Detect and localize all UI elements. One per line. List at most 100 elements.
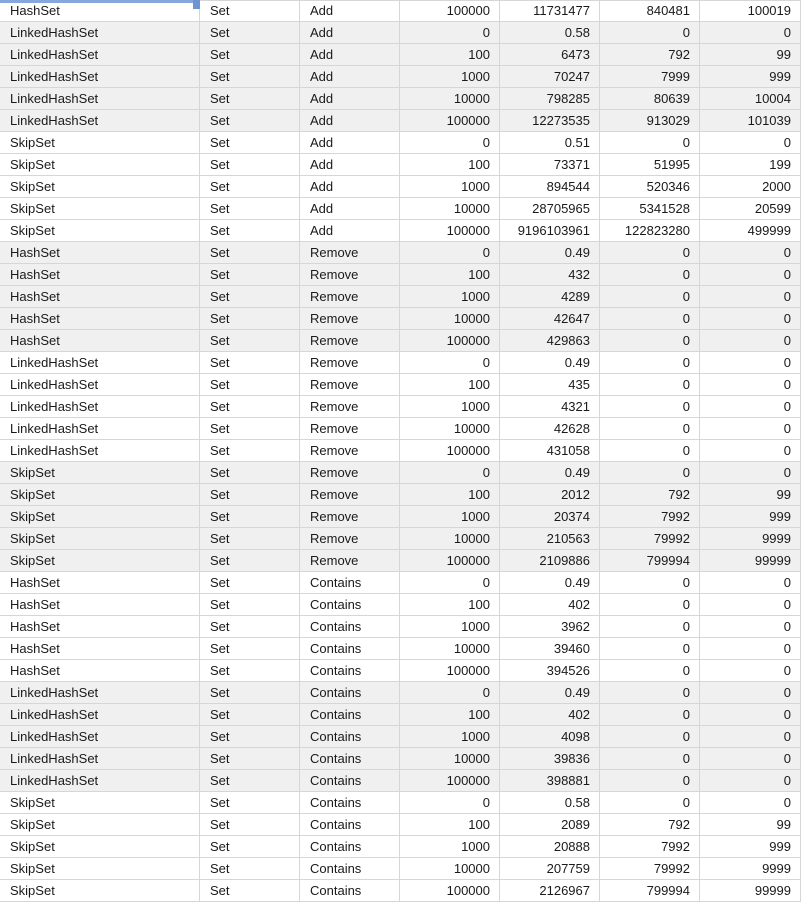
cell[interactable]: 0 [700, 374, 801, 396]
cell[interactable]: Set [200, 0, 300, 22]
cell[interactable]: Contains [300, 858, 400, 880]
cell[interactable]: 0 [700, 352, 801, 374]
cell[interactable]: Set [200, 66, 300, 88]
cell[interactable]: Set [200, 660, 300, 682]
cell[interactable]: 100000 [400, 770, 500, 792]
cell[interactable]: 798285 [500, 88, 600, 110]
cell[interactable]: 0 [700, 22, 801, 44]
cell[interactable]: SkipSet [0, 836, 200, 858]
cell[interactable]: LinkedHashSet [0, 770, 200, 792]
cell[interactable]: 0 [600, 374, 700, 396]
cell[interactable]: SkipSet [0, 132, 200, 154]
cell[interactable]: Contains [300, 704, 400, 726]
cell[interactable]: 0 [400, 242, 500, 264]
cell[interactable]: 0 [700, 132, 801, 154]
cell[interactable]: 0 [400, 682, 500, 704]
cell[interactable]: Contains [300, 572, 400, 594]
cell[interactable]: 2089 [500, 814, 600, 836]
cell[interactable]: HashSet [0, 308, 200, 330]
cell[interactable]: HashSet [0, 594, 200, 616]
cell[interactable]: 0 [700, 440, 801, 462]
cell[interactable]: Set [200, 836, 300, 858]
cell[interactable]: 20599 [700, 198, 801, 220]
cell[interactable]: 0 [600, 792, 700, 814]
cell[interactable]: 0 [600, 242, 700, 264]
cell[interactable]: 100 [400, 154, 500, 176]
cell[interactable]: 7992 [600, 506, 700, 528]
cell[interactable]: SkipSet [0, 814, 200, 836]
cell[interactable]: Contains [300, 616, 400, 638]
cell[interactable]: 10000 [400, 308, 500, 330]
cell[interactable]: HashSet [0, 0, 200, 22]
cell[interactable]: 9999 [700, 858, 801, 880]
cell[interactable]: 0 [600, 638, 700, 660]
cell[interactable]: 0 [600, 594, 700, 616]
cell[interactable]: 0 [700, 748, 801, 770]
cell[interactable]: 0 [700, 638, 801, 660]
cell[interactable]: Set [200, 154, 300, 176]
cell[interactable]: 101039 [700, 110, 801, 132]
cell[interactable]: 100 [400, 594, 500, 616]
cell[interactable]: 0 [600, 770, 700, 792]
cell[interactable]: 199 [700, 154, 801, 176]
cell[interactable]: 0 [700, 726, 801, 748]
cell[interactable]: 792 [600, 44, 700, 66]
cell[interactable]: SkipSet [0, 550, 200, 572]
cell[interactable]: Set [200, 242, 300, 264]
cell[interactable]: 0 [400, 792, 500, 814]
cell[interactable]: Remove [300, 528, 400, 550]
cell[interactable]: 1000 [400, 396, 500, 418]
cell[interactable]: 20888 [500, 836, 600, 858]
cell[interactable]: Set [200, 462, 300, 484]
cell[interactable]: 0 [700, 418, 801, 440]
cell[interactable]: 520346 [600, 176, 700, 198]
cell[interactable]: Set [200, 638, 300, 660]
cell[interactable]: 0 [700, 286, 801, 308]
cell[interactable]: 4289 [500, 286, 600, 308]
cell[interactable]: 394526 [500, 660, 600, 682]
cell[interactable]: Set [200, 264, 300, 286]
cell[interactable]: 0 [600, 418, 700, 440]
cell[interactable]: 0 [700, 660, 801, 682]
cell[interactable]: 10000 [400, 418, 500, 440]
cell[interactable]: 39460 [500, 638, 600, 660]
cell[interactable]: 840481 [600, 0, 700, 22]
cell[interactable]: 792 [600, 484, 700, 506]
cell[interactable]: Contains [300, 836, 400, 858]
cell[interactable]: 1000 [400, 726, 500, 748]
cell[interactable]: 0 [700, 396, 801, 418]
cell[interactable]: Contains [300, 814, 400, 836]
cell[interactable]: 0.58 [500, 22, 600, 44]
cell[interactable]: 99 [700, 44, 801, 66]
cell[interactable]: LinkedHashSet [0, 682, 200, 704]
cell[interactable]: 0 [700, 462, 801, 484]
cell[interactable]: LinkedHashSet [0, 418, 200, 440]
cell[interactable]: 80639 [600, 88, 700, 110]
cell[interactable]: LinkedHashSet [0, 110, 200, 132]
cell[interactable]: 7992 [600, 836, 700, 858]
cell[interactable]: Set [200, 594, 300, 616]
cell[interactable]: SkipSet [0, 792, 200, 814]
cell[interactable]: SkipSet [0, 220, 200, 242]
cell[interactable]: SkipSet [0, 176, 200, 198]
cell[interactable]: 10000 [400, 858, 500, 880]
cell[interactable]: Contains [300, 726, 400, 748]
cell[interactable]: LinkedHashSet [0, 396, 200, 418]
cell[interactable]: 0 [400, 132, 500, 154]
cell[interactable]: 0 [600, 748, 700, 770]
cell[interactable]: Set [200, 484, 300, 506]
cell[interactable]: Set [200, 616, 300, 638]
cell[interactable]: 42647 [500, 308, 600, 330]
cell[interactable]: Remove [300, 484, 400, 506]
cell[interactable]: 792 [600, 814, 700, 836]
cell[interactable]: 10000 [400, 638, 500, 660]
cell[interactable]: 402 [500, 594, 600, 616]
cell[interactable]: HashSet [0, 638, 200, 660]
cell[interactable]: Set [200, 572, 300, 594]
cell[interactable]: 999 [700, 506, 801, 528]
cell[interactable]: Remove [300, 264, 400, 286]
cell[interactable]: 122823280 [600, 220, 700, 242]
cell[interactable]: Contains [300, 880, 400, 902]
cell[interactable]: Set [200, 880, 300, 902]
cell[interactable]: 999 [700, 66, 801, 88]
